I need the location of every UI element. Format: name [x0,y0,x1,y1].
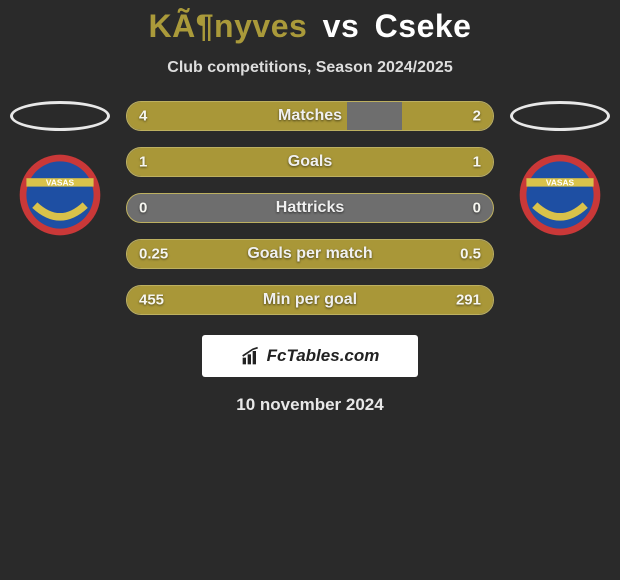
left-badge-column: VASAS [4,101,116,242]
stat-row: Goals per match 0.25 0.5 [126,239,494,269]
player1-name: KÃ¶nyves [149,8,308,44]
date: 10 november 2024 [0,395,620,415]
stat-row: Hattricks 0 0 [126,193,494,223]
stat-value-right: 2 [473,108,481,125]
club-crest-icon: VASAS [18,153,102,237]
watermark-text: FcTables.com [267,346,380,366]
stat-label: Goals [288,153,332,171]
stat-value-left: 0.25 [139,246,168,263]
stat-row: Min per goal 455 291 [126,285,494,315]
comparison-content: VASAS Matches 4 2 Goals 1 1 Hattricks 0 0 Goals p… [0,101,620,315]
stat-value-right: 1 [473,154,481,171]
svg-text:VASAS: VASAS [546,178,575,188]
stat-value-left: 1 [139,154,147,171]
stat-value-right: 0 [473,200,481,217]
right-badge-column: VASAS [504,101,616,242]
stat-label: Hattricks [276,199,344,217]
stat-bars: Matches 4 2 Goals 1 1 Hattricks 0 0 Goals per mat… [116,101,504,315]
comparison-title: KÃ¶nyves vs Cseke [0,8,620,45]
stat-bar-left [127,148,310,176]
stat-value-left: 455 [139,292,164,309]
stat-label: Goals per match [247,245,372,263]
stat-label: Matches [278,107,342,125]
svg-text:VASAS: VASAS [46,178,75,188]
player1-photo-placeholder [10,101,110,131]
player1-club-logo: VASAS [18,153,102,242]
stat-value-right: 0.5 [460,246,481,263]
player2-name: Cseke [375,8,472,44]
player2-photo-placeholder [510,101,610,131]
stat-row: Matches 4 2 [126,101,494,131]
stat-value-left: 4 [139,108,147,125]
watermark: FcTables.com [202,335,418,377]
vs-text: vs [323,8,360,44]
stat-value-right: 291 [456,292,481,309]
club-crest-icon: VASAS [518,153,602,237]
stat-row: Goals 1 1 [126,147,494,177]
subtitle: Club competitions, Season 2024/2025 [0,59,620,77]
player2-club-logo: VASAS [518,153,602,242]
stat-label: Min per goal [263,291,357,309]
bar-chart-icon [241,346,261,366]
stat-bar-right [310,148,493,176]
stat-value-left: 0 [139,200,147,217]
